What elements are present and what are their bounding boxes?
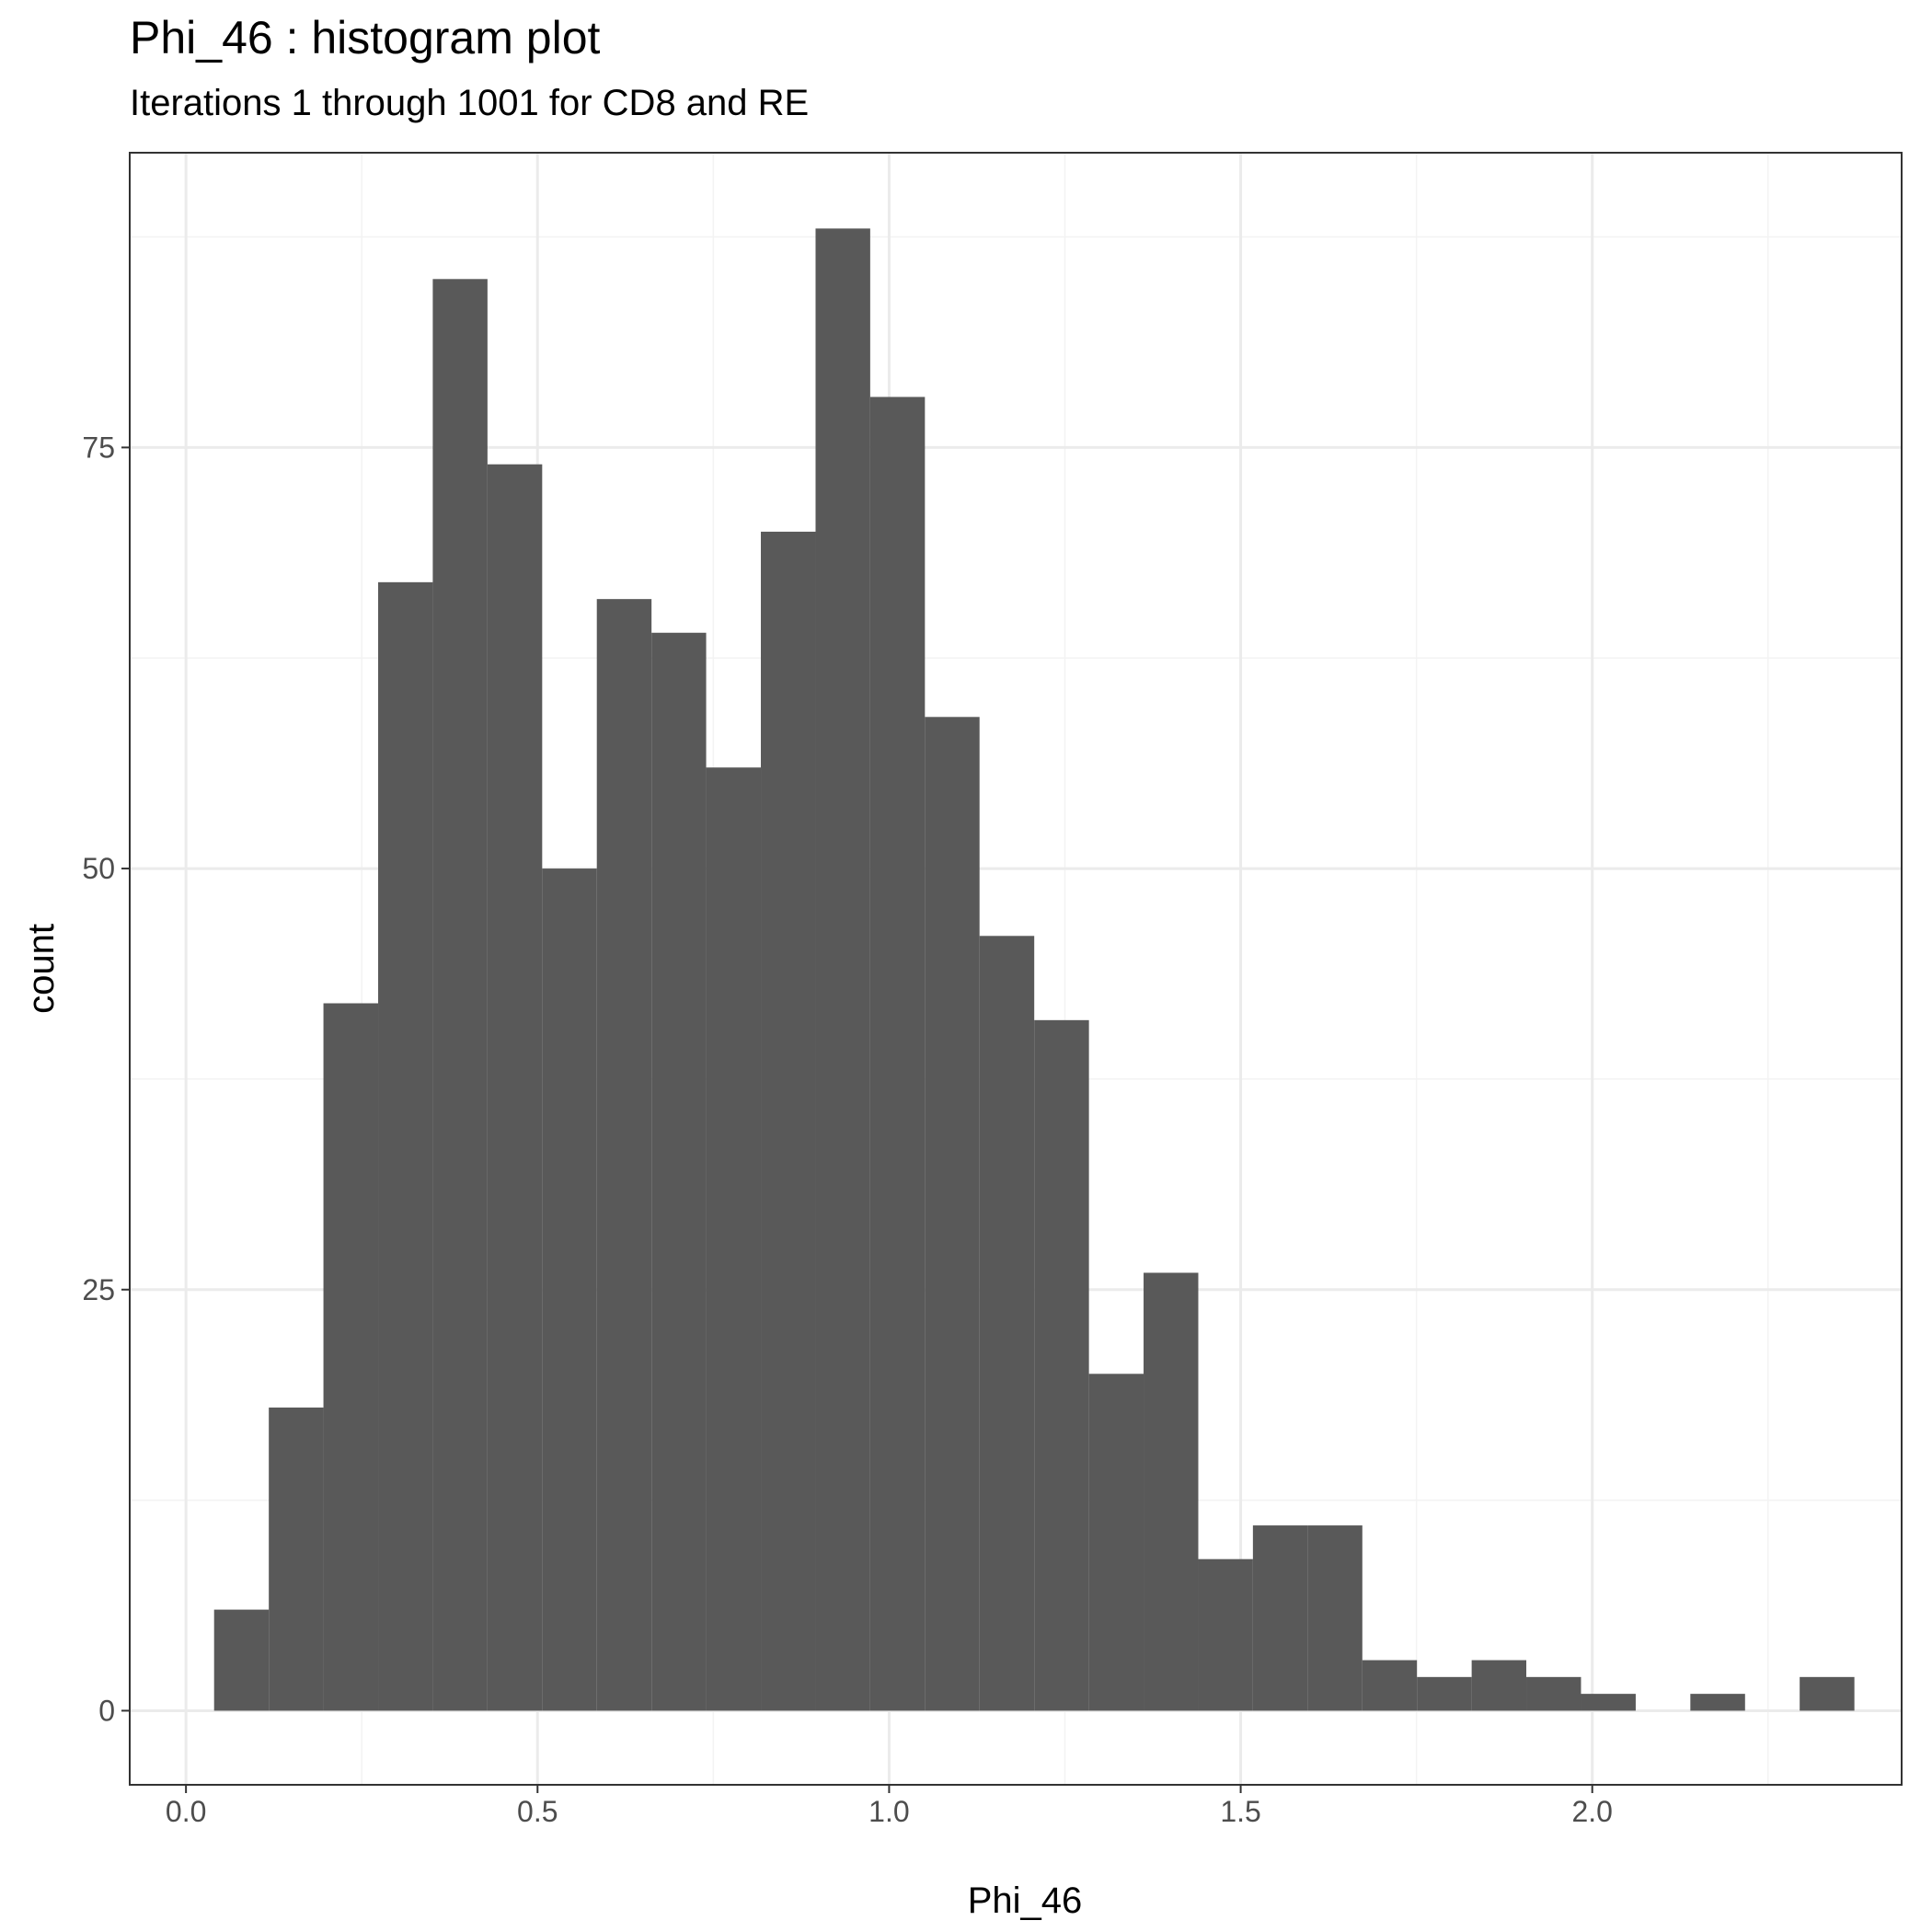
x-tick-label: 0.0 (166, 1795, 206, 1828)
histogram-bar (1362, 1660, 1418, 1711)
histogram-bar (1252, 1525, 1308, 1711)
histogram-bar (213, 1609, 270, 1711)
axes: 0.0 0.5 1.0 1.5 2.0 0 25 50 75 (82, 431, 1613, 1828)
histogram-bar (487, 464, 543, 1711)
histogram-bar (1088, 1374, 1144, 1711)
histogram-bar (706, 767, 762, 1711)
histogram-bar (761, 531, 816, 1711)
x-axis-title: Phi_46 (968, 1880, 1083, 1921)
histogram-bar (542, 868, 597, 1711)
x-tick-label: 2.0 (1571, 1795, 1612, 1828)
histogram-bars (213, 228, 1855, 1711)
y-tick-label: 25 (82, 1273, 115, 1306)
histogram-bar (596, 599, 652, 1711)
histogram-bar (815, 228, 870, 1711)
y-tick-label: 0 (98, 1694, 115, 1727)
x-tick-label: 1.5 (1220, 1795, 1260, 1828)
histogram-bar (378, 581, 433, 1711)
histogram-bar (269, 1407, 324, 1711)
histogram-bar (1581, 1694, 1636, 1711)
histogram-bar (979, 936, 1035, 1711)
x-tick-label: 0.5 (517, 1795, 558, 1828)
y-tick-label: 75 (82, 431, 115, 464)
histogram-bar (1471, 1660, 1527, 1711)
histogram-bar (869, 397, 926, 1711)
histogram-bar (651, 632, 707, 1711)
histogram-bar (432, 279, 488, 1711)
chart-subtitle: Iterations 1 through 1001 for CD8 and RE (130, 83, 810, 123)
histogram-bar (1690, 1694, 1745, 1711)
y-axis-title: count (21, 924, 62, 1014)
histogram-bar (1800, 1676, 1855, 1711)
y-tick-label: 50 (82, 852, 115, 885)
chart-title: Phi_46 : histogram plot (130, 12, 601, 63)
histogram-bar (1034, 1019, 1089, 1711)
histogram-bar (1526, 1676, 1581, 1711)
histogram-bar (925, 717, 980, 1711)
histogram-bar (1307, 1525, 1363, 1711)
panel-border (129, 152, 1903, 1786)
histogram-bar (323, 1003, 379, 1711)
histogram-bar (1144, 1272, 1199, 1711)
histogram-bar (1198, 1558, 1253, 1711)
x-tick-label: 1.0 (868, 1795, 909, 1828)
histogram-bar (1417, 1676, 1472, 1711)
